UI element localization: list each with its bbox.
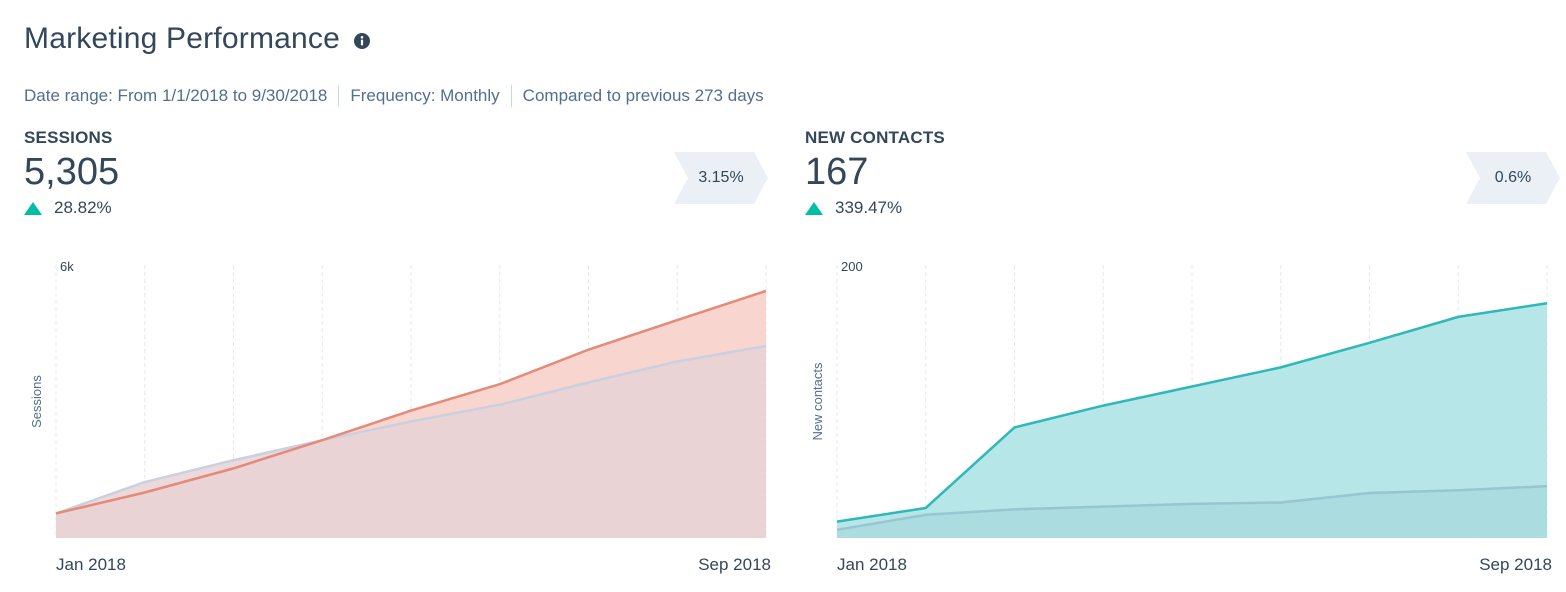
sessions-previous-area (56, 345, 766, 538)
contacts-chart: 200 New contacts Jan 2018 Sep 2018 (805, 250, 1561, 591)
page-title: Marketing Performance (24, 22, 340, 55)
contacts-current-point[interactable] (1364, 337, 1376, 349)
sessions-change: 28.82% (24, 198, 119, 218)
contacts-metric: NEW CONTACTS 167 339.47% (805, 128, 945, 218)
x-tick-label-end: Sep 2018 (698, 555, 771, 574)
comparison-filter[interactable]: Compared to previous 273 days (522, 86, 764, 105)
filter-divider (338, 85, 340, 107)
contacts-current-point[interactable] (1009, 421, 1021, 433)
contacts-current-point[interactable] (1541, 297, 1553, 309)
sessions-previous-point[interactable] (494, 399, 506, 411)
contacts-current-point[interactable] (1186, 380, 1198, 392)
contacts-badge-value: 0.6% (1494, 169, 1532, 186)
sessions-chart-svg: 6k Sessions Jan 2018 Sep 2018 (29, 259, 772, 574)
y-max-tick-label: 6k (60, 259, 74, 274)
x-tick-label-start: Jan 2018 (837, 555, 907, 574)
sessions-value: 5,305 (24, 151, 120, 193)
contacts-previous-area (837, 486, 1547, 538)
sessions-current-point[interactable] (760, 285, 772, 297)
sessions-previous-point[interactable] (316, 434, 328, 446)
contacts-change-value: 339.47% (835, 198, 903, 217)
contacts-label: NEW CONTACTS (805, 128, 945, 147)
sessions-change-value: 28.82% (54, 198, 112, 217)
y-axis-title: Sessions (29, 375, 44, 428)
sessions-previous-point[interactable] (405, 416, 417, 428)
frequency-filter[interactable]: Frequency: Monthly (350, 86, 500, 105)
contacts-rate-badge: 0.6% (1466, 152, 1560, 204)
sessions-current-point[interactable] (671, 314, 683, 326)
contacts-current-line (836, 301, 1548, 523)
sessions-current-point[interactable] (139, 487, 151, 499)
date-range-filter[interactable]: Date range: From 1/1/2018 to 9/30/2018 (24, 86, 328, 105)
y-max-tick-label: 200 (841, 259, 863, 274)
contacts-previous-point[interactable] (1097, 501, 1109, 513)
contacts-previous-point[interactable] (920, 509, 932, 521)
contacts-current-point[interactable] (1275, 361, 1287, 373)
y-axis-title: New contacts (810, 362, 825, 441)
up-arrow-icon (805, 201, 823, 215)
contacts-previous-point[interactable] (1364, 487, 1376, 499)
contacts-current-area (837, 303, 1547, 538)
contacts-previous-point[interactable] (1541, 480, 1553, 492)
x-tick-label-end: Sep 2018 (1479, 555, 1552, 574)
up-arrow-icon (24, 201, 42, 215)
sessions-badge-value: 3.15% (698, 169, 744, 186)
contacts-previous-point[interactable] (831, 524, 843, 536)
sessions-rate-badge: 3.15% (674, 152, 768, 204)
filter-divider (510, 85, 512, 107)
title-row: Marketing Performance (24, 22, 370, 56)
contacts-previous-point[interactable] (1275, 497, 1287, 509)
sessions-previous-point[interactable] (583, 376, 595, 388)
sessions-previous-point[interactable] (671, 355, 683, 367)
sessions-current-point[interactable] (494, 378, 506, 390)
sessions-previous-line (55, 344, 767, 515)
contacts-previous-line (836, 484, 1548, 532)
sessions-label: SESSIONS (24, 128, 113, 147)
report-filters: Date range: From 1/1/2018 to 9/30/2018 F… (24, 85, 764, 107)
sessions-current-point[interactable] (583, 344, 595, 356)
x-tick-label-start: Jan 2018 (56, 555, 126, 574)
contacts-previous-point[interactable] (1186, 498, 1198, 510)
contacts-change: 339.47% (805, 198, 945, 218)
contacts-value: 167 (805, 151, 869, 193)
sessions-previous-point[interactable] (760, 340, 772, 352)
sessions-previous-point[interactable] (139, 476, 151, 488)
info-icon[interactable] (354, 33, 370, 49)
sessions-previous-point[interactable] (228, 454, 240, 466)
contacts-previous-point[interactable] (1009, 503, 1021, 515)
sessions-current-line (55, 289, 767, 515)
sessions-metric: SESSIONS 5,305 28.82% (24, 128, 119, 218)
sessions-previous-point[interactable] (50, 507, 62, 519)
contacts-current-point[interactable] (1097, 400, 1109, 412)
contacts-current-point[interactable] (1452, 311, 1464, 323)
contacts-chart-svg: 200 New contacts Jan 2018 Sep 2018 (810, 259, 1553, 574)
sessions-current-point[interactable] (405, 405, 417, 417)
sessions-chart: 6k Sessions Jan 2018 Sep 2018 (24, 250, 780, 591)
contacts-previous-point[interactable] (1452, 484, 1464, 496)
